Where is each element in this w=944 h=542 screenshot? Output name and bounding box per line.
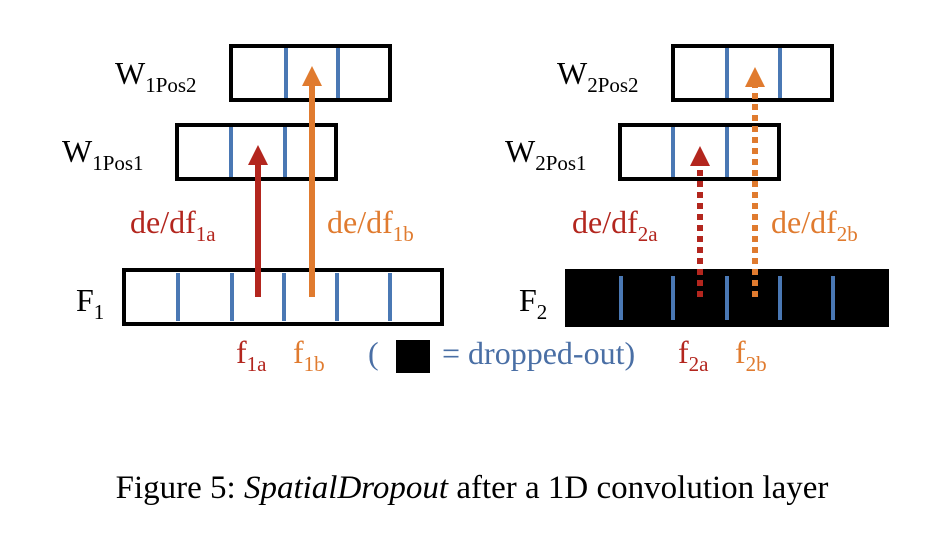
caption-suffix: after a 1D convolution layer xyxy=(448,470,829,506)
de-df1b-label: de/df1b xyxy=(327,204,414,246)
f2-label: F2 xyxy=(519,282,547,324)
dropout-legend: ( = dropped-out) xyxy=(368,335,635,373)
f1b-label: f1b xyxy=(293,334,325,376)
w1pos2-label: W1Pos2 xyxy=(115,55,197,97)
arrow-f1b xyxy=(302,66,322,297)
f2-box xyxy=(565,269,889,327)
legend-black-swatch xyxy=(396,340,430,373)
w1pos1-label: W1Pos1 xyxy=(62,133,144,175)
caption-prefix: Figure 5: xyxy=(115,470,244,506)
f2b-label: f2b xyxy=(735,334,767,376)
de-df1a-label: de/df1a xyxy=(130,204,216,246)
arrow-f2b xyxy=(745,67,765,297)
f1-label: F1 xyxy=(76,282,104,324)
de-df2a-label: de/df2a xyxy=(572,204,658,246)
f2a-label: f2a xyxy=(678,334,709,376)
legend-open-paren: ( xyxy=(368,335,379,371)
f1a-label: f1a xyxy=(236,334,267,376)
w2pos2-label: W2Pos2 xyxy=(557,55,639,97)
w2pos1-label: W2Pos1 xyxy=(505,133,587,175)
figure-caption: Figure 5: SpatialDropout after a 1D conv… xyxy=(0,470,944,507)
f1-box xyxy=(122,268,444,326)
de-df2b-label: de/df2b xyxy=(771,204,858,246)
arrow-f2a xyxy=(690,146,710,297)
caption-italic: SpatialDropout xyxy=(243,470,449,506)
arrow-f1a xyxy=(248,145,268,297)
legend-text: = dropped-out) xyxy=(442,335,635,371)
